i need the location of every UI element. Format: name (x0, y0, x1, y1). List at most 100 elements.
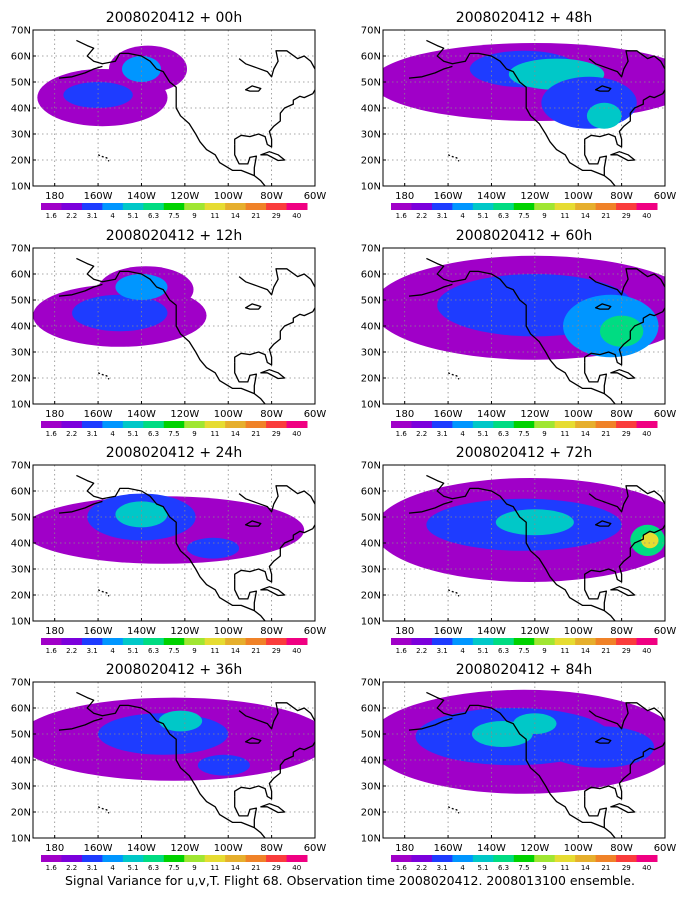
lon-tick-label: 100W (564, 191, 593, 202)
colorbar-label: 6.3 (498, 212, 509, 220)
colorbar-swatch (452, 421, 474, 428)
colorbar-swatch (225, 203, 247, 210)
colorbar-swatch (41, 638, 62, 645)
lat-tick-label: 50N (361, 296, 381, 307)
colorbar-label: 6.3 (498, 430, 509, 438)
colorbar-swatch (102, 638, 124, 645)
lat-tick-label: 40N (11, 104, 31, 115)
lat-tick-label: 20N (361, 808, 381, 819)
colorbar: 1.6 2.2 3.1 4 5.1 6.3 7.5 9 11 14 21 29 40 (391, 421, 658, 438)
colorbar-label: 5.1 (478, 212, 489, 220)
colorbar-label: 29 (272, 864, 281, 872)
lon-tick-label: 100W (214, 626, 243, 637)
colorbar-label: 1.6 (396, 864, 408, 872)
colorbar-swatch (41, 855, 62, 862)
lon-tick-label: 80W (610, 843, 633, 854)
lon-tick-label: 120W (170, 843, 199, 854)
lat-tick-label: 30N (361, 782, 381, 793)
colorbar-label: 5.1 (128, 647, 139, 655)
colorbar-swatch (513, 203, 535, 210)
colorbar-label: 9 (192, 647, 196, 655)
colorbar-swatch (554, 638, 576, 645)
gridlines (383, 682, 665, 838)
colorbar-label: 3.1 (437, 212, 448, 220)
colorbar-swatch (225, 421, 247, 428)
colorbar-swatch (472, 855, 494, 862)
lat-tick-label: 70N (11, 461, 31, 472)
gridlines (33, 682, 315, 838)
map-panel: 2008020412 + 00h 70N 60N 50N 40N 30N 20N 10N 180… (11, 10, 327, 220)
colorbar-label: 40 (642, 864, 651, 872)
colorbar-swatch (266, 855, 288, 862)
colorbar-swatch (122, 855, 144, 862)
colorbar-label: 11 (210, 647, 219, 655)
colorbar-label: 1.6 (46, 864, 58, 872)
panel-title: 2008020412 + 12h (106, 228, 242, 244)
lat-tick-label: 30N (361, 130, 381, 141)
lon-tick-label: 80W (610, 191, 633, 202)
lat-tick-label: 50N (361, 730, 381, 741)
colorbar-swatch (431, 421, 453, 428)
colorbar-swatch (493, 855, 515, 862)
colorbar-swatch (184, 421, 206, 428)
colorbar-swatch (411, 421, 433, 428)
colorbar-label: 9 (542, 212, 546, 220)
colorbar-label: 5.1 (128, 212, 139, 220)
colorbar-label: 29 (622, 647, 631, 655)
variance-contour (586, 102, 622, 129)
variance-contour (115, 274, 168, 300)
colorbar-label: 14 (581, 864, 590, 872)
lon-tick-label: 80W (260, 409, 283, 420)
variance-field (37, 45, 188, 127)
colorbar-label: 14 (231, 864, 240, 872)
lon-tick-label: 120W (520, 626, 549, 637)
colorbar-label: 4 (460, 430, 465, 438)
colorbar-label: 14 (231, 212, 240, 220)
coastlines (408, 39, 665, 186)
variance-contour (115, 501, 168, 528)
lon-tick-label: 140W (477, 843, 506, 854)
colorbar-swatch (245, 638, 267, 645)
colorbar-swatch (163, 638, 185, 645)
variance-contour (158, 710, 203, 732)
colorbar-label: 4 (460, 864, 465, 872)
colorbar-label: 14 (231, 430, 240, 438)
colorbar-label: 7.5 (518, 430, 529, 438)
colorbar-swatch (616, 421, 638, 428)
lon-tick-label: 160W (84, 191, 113, 202)
panel-title: 2008020412 + 36h (106, 662, 242, 678)
colorbar-label: 40 (292, 647, 301, 655)
lon-tick-label: 140W (127, 626, 156, 637)
lon-tick-label: 160W (434, 843, 463, 854)
colorbar-label: 11 (560, 212, 569, 220)
colorbar-swatch (143, 638, 165, 645)
lat-tick-label: 40N (361, 539, 381, 550)
colorbar-swatch (534, 638, 556, 645)
lon-tick-label: 160W (84, 409, 113, 420)
colorbar-swatch (286, 855, 308, 862)
colorbar-label: 3.1 (87, 864, 98, 872)
gridlines (383, 248, 665, 404)
lat-tick-label: 50N (11, 513, 31, 524)
lon-tick-label: 160W (434, 191, 463, 202)
lon-tick-label: 140W (127, 843, 156, 854)
map-panel: 2008020412 + 24h 70N 60N 50N 40N 30N 20N 10N 180… (11, 445, 327, 655)
lon-tick-label: 80W (260, 626, 283, 637)
variance-contour (197, 754, 250, 776)
lat-tick-label: 60N (11, 704, 31, 715)
lon-tick-label: 180 (395, 191, 414, 202)
colorbar-swatch (493, 421, 515, 428)
colorbar-label: 6.3 (148, 864, 159, 872)
colorbar-swatch (575, 638, 597, 645)
colorbar-swatch (286, 638, 308, 645)
colorbar-label: 9 (542, 647, 546, 655)
colorbar-swatch (513, 638, 535, 645)
colorbar: 1.6 2.2 3.1 4 5.1 6.3 7.5 9 11 14 21 29 40 (391, 203, 658, 220)
lat-tick-label: 30N (361, 348, 381, 359)
colorbar-swatch (616, 638, 638, 645)
variance-field (383, 478, 665, 582)
colorbar-swatch (122, 421, 144, 428)
colorbar-swatch (554, 203, 576, 210)
lon-tick-label: 180 (45, 843, 64, 854)
colorbar-swatch (472, 421, 494, 428)
